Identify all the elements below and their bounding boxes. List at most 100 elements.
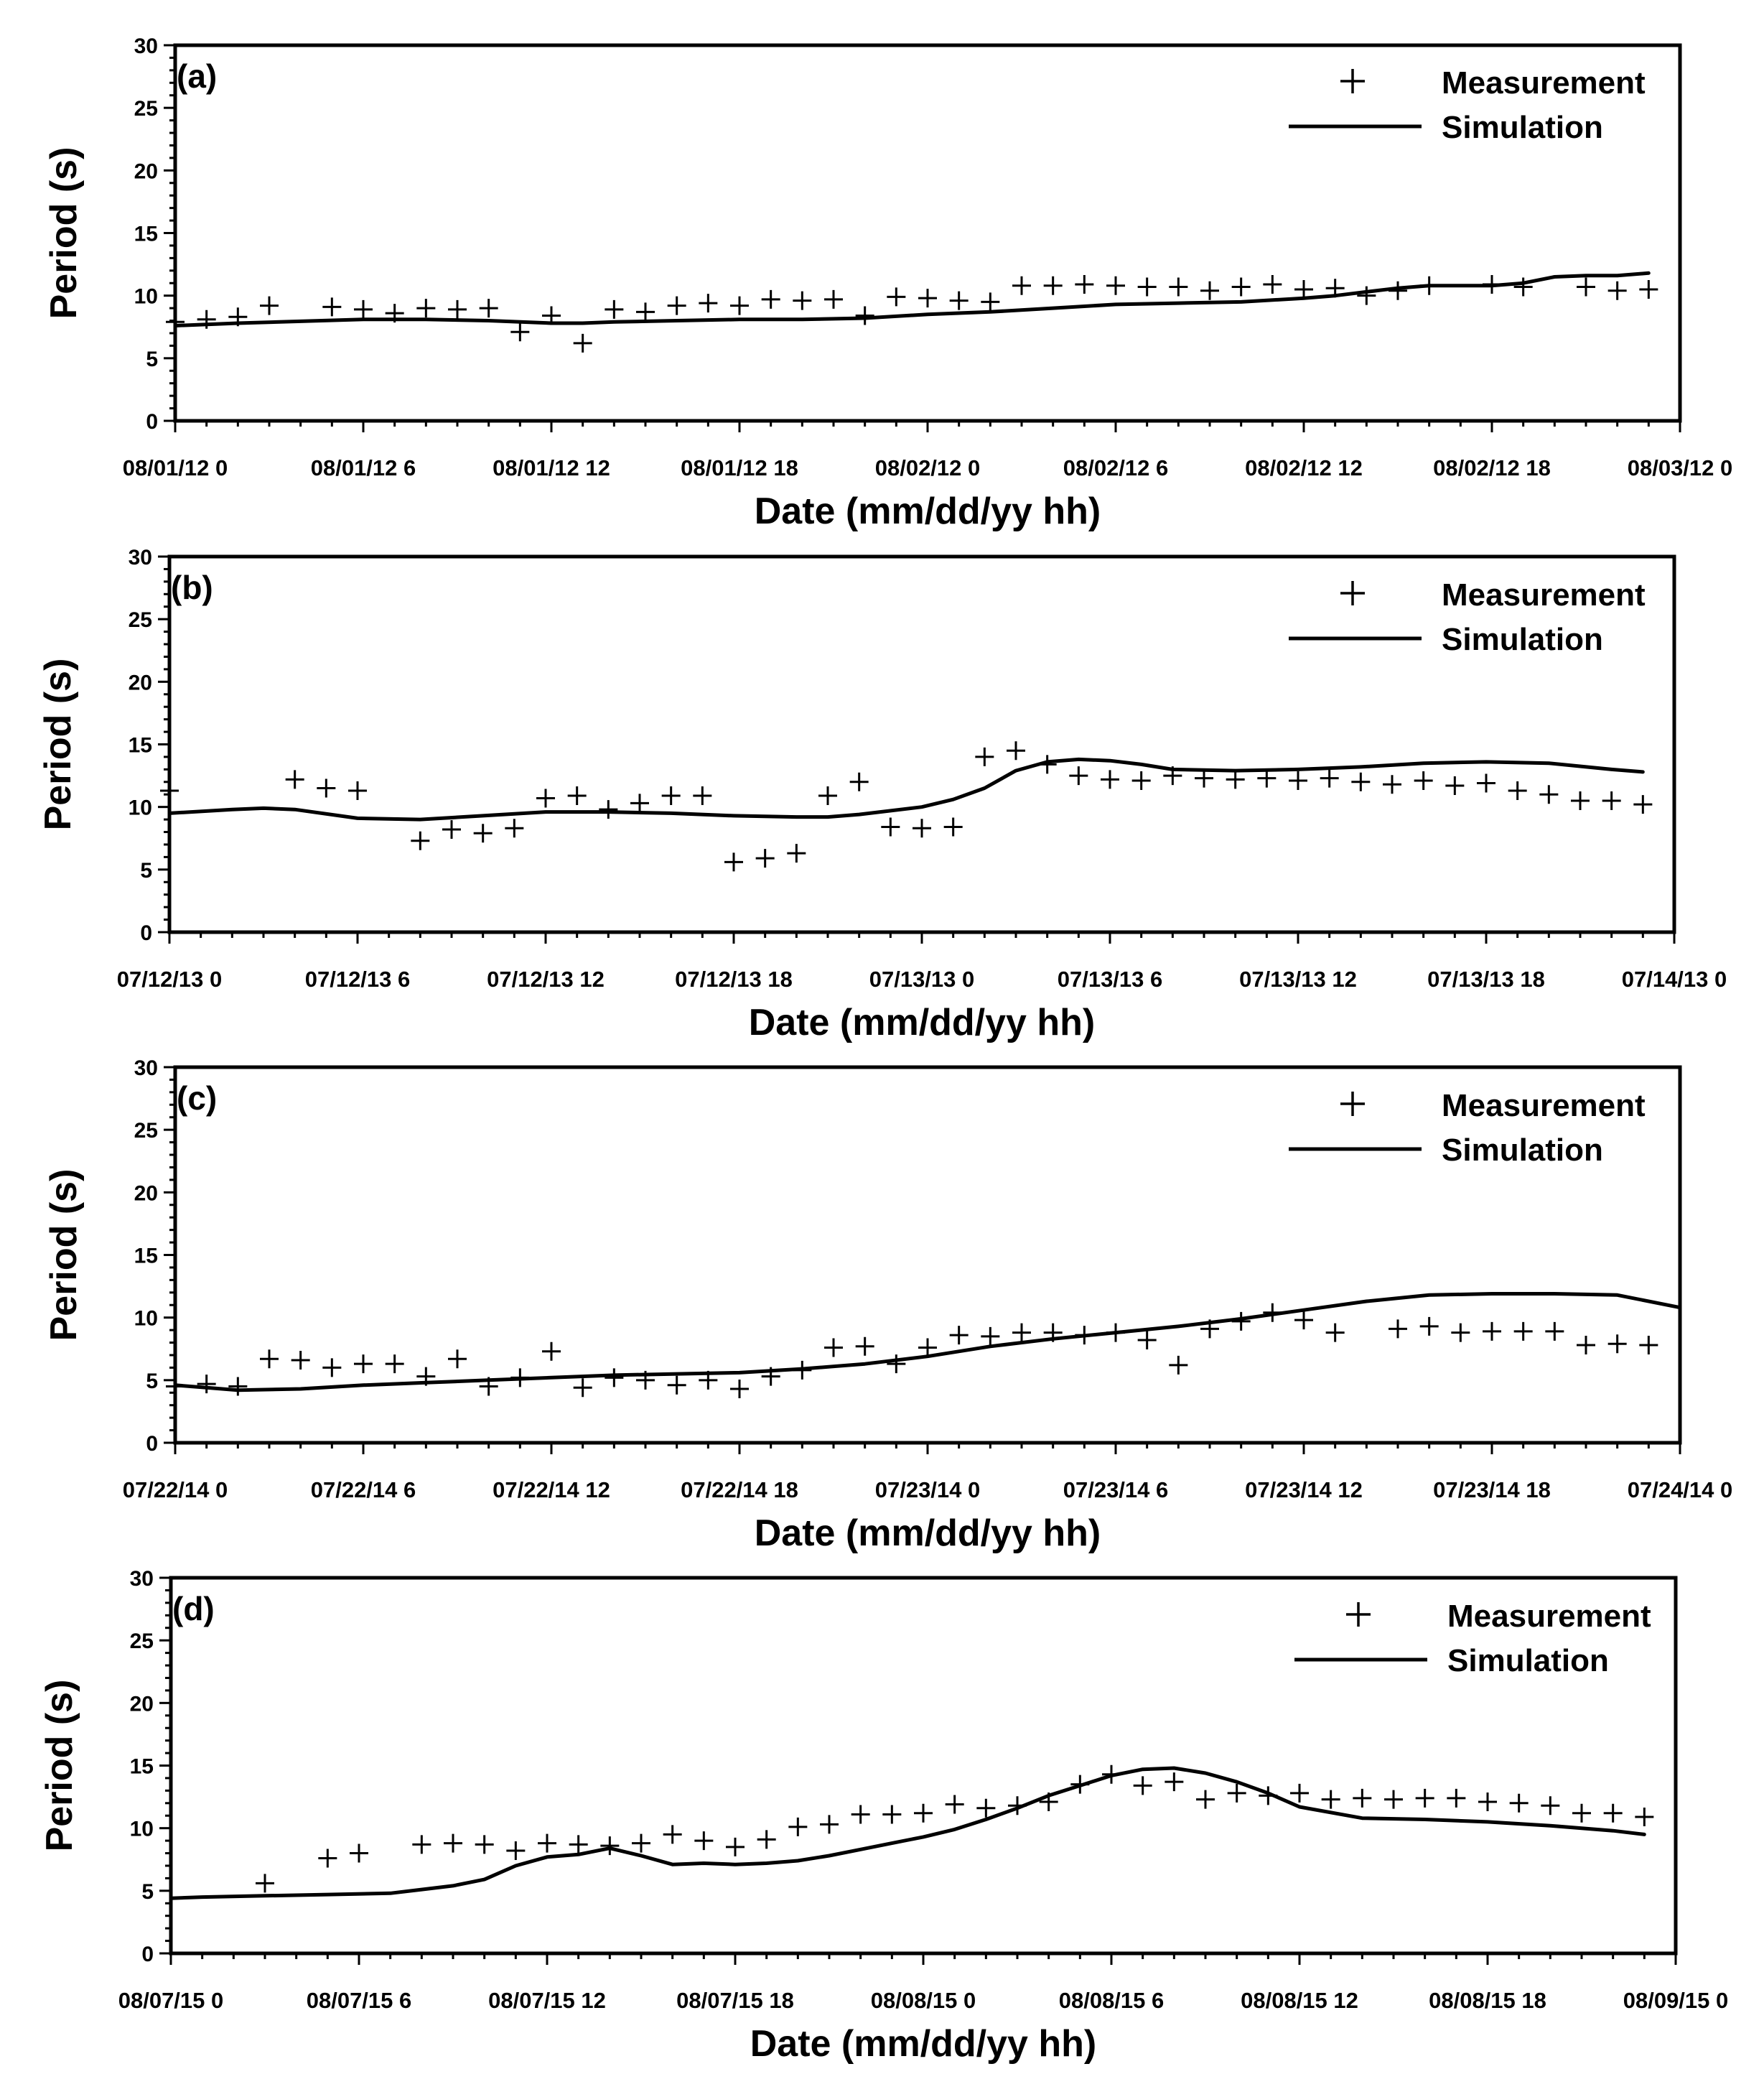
measurement-point — [943, 817, 963, 837]
measurement-point — [318, 1849, 337, 1868]
measurement-point — [473, 824, 493, 843]
measurement-point — [411, 831, 430, 850]
measurement-point — [1137, 1331, 1157, 1350]
measurement-point — [726, 1837, 745, 1856]
y-tick-label: 25 — [134, 1119, 158, 1143]
panel-label: (b) — [171, 569, 213, 606]
measurement-point — [661, 786, 681, 805]
y-tick-label: 30 — [134, 1056, 158, 1080]
chart-panel-1: 0 5 10 15 20 25 30 08/01/12 0 08/01/12 6 08/01/12… — [43, 34, 1732, 532]
x-axis-title: Date (mm/dd/yy hh) — [755, 1512, 1101, 1554]
measurement-point — [824, 1338, 843, 1357]
x-tick-label: 08/08/15 18 — [1429, 1988, 1546, 2013]
legend-simulation-label: Simulation — [1447, 1643, 1609, 1678]
x-tick-label: 08/01/12 12 — [493, 455, 610, 480]
measurement-point — [1351, 772, 1371, 791]
x-tick-label: 08/02/12 0 — [875, 455, 981, 480]
simulation-line — [173, 1292, 1682, 1392]
measurement-point — [1447, 1788, 1466, 1808]
y-tick-label: 10 — [129, 796, 152, 820]
measurement-point — [1639, 279, 1658, 299]
measurement-point — [1513, 277, 1533, 297]
measurement-point — [663, 1825, 682, 1844]
y-tick-label: 20 — [134, 1181, 158, 1205]
legend: Measurement Simulation — [1294, 1599, 1651, 1678]
measurement-point — [855, 306, 874, 325]
measurement-point — [976, 1798, 996, 1818]
y-tick-label: 0 — [146, 1432, 158, 1456]
legend-measurement-label: Measurement — [1442, 577, 1646, 613]
measurement-point — [260, 1349, 279, 1369]
measurement-point — [1353, 1788, 1372, 1808]
measurement-point — [317, 778, 336, 798]
measurement-point — [1607, 281, 1627, 300]
panel-label: (a) — [177, 57, 217, 95]
measurement-point — [1133, 1776, 1152, 1795]
measurement-point — [285, 770, 304, 789]
measurement-point — [1633, 795, 1653, 814]
measurement-point — [730, 1380, 749, 1399]
legend-measurement-label: Measurement — [1442, 1088, 1646, 1123]
y-tick-label: 10 — [134, 285, 158, 309]
measurement-point — [788, 1817, 808, 1836]
measurement-point — [1075, 274, 1094, 294]
x-tick-label: 07/22/14 12 — [493, 1477, 610, 1502]
measurement-point — [851, 1805, 870, 1824]
simulation-line — [169, 1766, 1646, 1900]
measurement-point — [824, 289, 843, 309]
y-tick-label: 15 — [129, 734, 152, 758]
measurement-point — [1165, 1772, 1184, 1792]
measurement-point — [849, 772, 869, 791]
measurement-point — [1509, 1793, 1529, 1813]
y-tick-label: 20 — [134, 159, 158, 183]
measurement-point — [975, 747, 994, 766]
legend-measurement-label: Measurement — [1447, 1599, 1651, 1634]
x-tick-label: 08/07/15 6 — [307, 1988, 412, 2013]
x-tick-label: 07/22/14 0 — [123, 1477, 228, 1502]
measurement-point — [573, 1378, 592, 1398]
measurement-point — [291, 1350, 310, 1370]
measurement-point — [1602, 791, 1621, 810]
measurement-point — [949, 1326, 969, 1345]
measurement-point — [1639, 1336, 1658, 1355]
x-tick-label: 08/03/12 0 — [1628, 455, 1733, 480]
measurement-point — [918, 1338, 937, 1357]
measurement-point — [630, 794, 649, 813]
panel-label: (d) — [172, 1590, 215, 1627]
measurement-point — [448, 299, 467, 319]
measurement-point — [1169, 1355, 1188, 1375]
measurement-point — [1101, 770, 1119, 789]
x-tick-label: 08/08/15 6 — [1059, 1988, 1165, 2013]
x-tick-label: 07/12/13 6 — [305, 967, 411, 992]
y-tick-label: 0 — [141, 1943, 154, 1966]
measurement-point — [1257, 768, 1277, 788]
measurement-point — [536, 789, 555, 808]
measurement-point — [322, 297, 342, 317]
measurement-point — [1384, 1790, 1403, 1809]
y-axis-title: Period (s) — [37, 659, 79, 831]
y-tick-label: 30 — [130, 1567, 154, 1591]
x-tick-label: 08/07/15 18 — [676, 1988, 794, 2013]
measurement-point — [1321, 1790, 1340, 1809]
measurement-point — [1012, 276, 1031, 295]
measurement-point — [542, 1342, 561, 1361]
legend: Measurement Simulation — [1289, 65, 1646, 145]
measurement-point — [354, 1354, 373, 1374]
measurement-point — [693, 786, 712, 805]
y-tick-label: 0 — [140, 921, 152, 945]
x-tick-label: 07/13/13 6 — [1058, 967, 1163, 992]
panel-label: (c) — [177, 1079, 217, 1117]
measurement-point — [444, 1833, 462, 1853]
chart-panel-2: 0 5 10 15 20 25 30 07/12/13 0 07/12/13 6 07/12/13… — [37, 546, 1727, 1043]
measurement-point — [322, 1358, 342, 1377]
y-axis-title: Period (s) — [43, 1169, 85, 1342]
y-tick-label: 0 — [146, 410, 158, 434]
measurement-point — [479, 299, 498, 318]
x-tick-label: 08/02/12 6 — [1063, 455, 1169, 480]
measurement-point — [1325, 1323, 1345, 1342]
measurement-point — [1294, 1311, 1313, 1330]
legend-simulation-label: Simulation — [1442, 110, 1603, 145]
x-axis-title: Date (mm/dd/yy hh) — [749, 1002, 1096, 1043]
